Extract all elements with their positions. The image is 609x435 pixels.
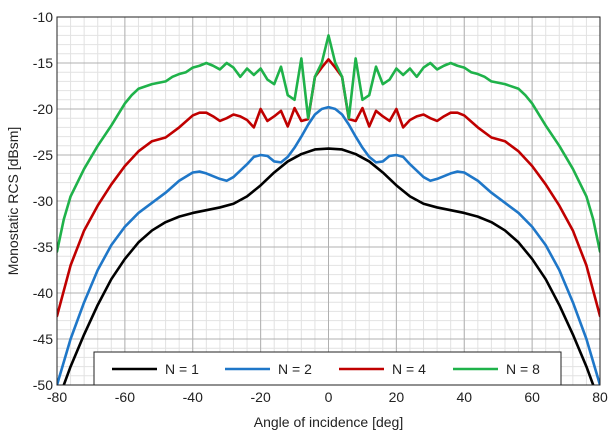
y-tick-label: -10 [33,9,53,25]
legend-label-n1: N = 1 [165,361,199,377]
y-tick-label: -15 [33,55,53,71]
y-tick-label: -45 [33,331,53,347]
x-tick-label: 0 [325,389,333,405]
x-axis-title: Angle of incidence [deg] [254,414,403,430]
series-line-n2 [57,105,600,385]
series-line-n4 [57,34,600,253]
legend-label-n4: N = 8 [506,361,540,377]
tick-labels: -80 -60 -40 -20 0 20 40 60 80 -10 -15 -20 -25 -30 -35 -… [33,9,608,405]
y-axis-title: Monostatic RCS [dBsm] [5,127,21,276]
series-layer [57,34,600,385]
x-tick-label: 80 [592,389,608,405]
y-tick-label: -30 [33,193,53,209]
x-tick-label: 20 [389,389,405,405]
y-tick-label: -40 [33,285,53,301]
x-tick-label: 40 [456,389,472,405]
x-tick-label: -20 [251,389,271,405]
x-tick-label: 60 [524,389,540,405]
series-line-n3 [57,58,600,318]
legend-label-n3: N = 4 [392,361,426,377]
legend-label-n2: N = 2 [278,361,312,377]
x-tick-label: -40 [183,389,203,405]
y-tick-label: -25 [33,147,53,163]
y-tick-label: -35 [33,239,53,255]
x-tick-label: -80 [47,389,67,405]
y-tick-label: -20 [33,101,53,117]
series-line-n1 [62,147,595,385]
x-tick-label: -60 [115,389,135,405]
y-tick-label: -50 [33,377,53,393]
legend: N = 1 N = 2 N = 4 N = 8 [93,351,562,386]
